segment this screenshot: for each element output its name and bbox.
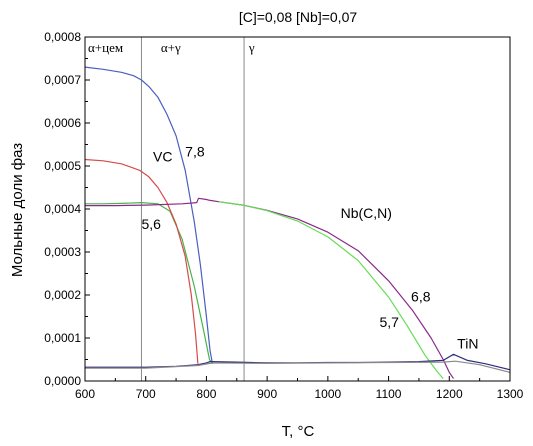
annotation-1: 7,8 <box>185 144 205 160</box>
y-tick-label-8: 0,0008 <box>44 30 81 44</box>
curve-annotations: VC 7,8 5,6 Nb(C,N) 6,8 5,7 TiN <box>141 144 478 352</box>
y-tick-label-1: 0,0001 <box>44 331 81 345</box>
plot-frame <box>84 36 511 382</box>
region-label-0: α+цем <box>88 40 123 55</box>
annotation-2: 5,6 <box>141 216 161 232</box>
x-axis-ticks: 600 700 800 900 1000 1100 1200 1300 <box>75 376 524 401</box>
x-tick-label-3: 900 <box>257 387 277 401</box>
chart-title: [C]=0,08 [Nb]=0,07 <box>239 9 358 25</box>
x-tick-label-1: 700 <box>136 387 156 401</box>
x-tick-label-7: 1300 <box>497 387 524 401</box>
annotation-5: 5,7 <box>379 314 399 330</box>
x-tick-label-4: 1000 <box>315 387 342 401</box>
y-axis-ticks: 0,0000 0,0001 0,0002 0,0003 0,0004 0,0005 0,00… <box>44 30 90 388</box>
annotation-6: TiN <box>457 336 478 352</box>
region-labels: α+цем α+γ γ <box>88 40 255 55</box>
x-tick-label-2: 800 <box>196 387 216 401</box>
y-tick-label-4: 0,0004 <box>44 202 81 216</box>
y-tick-label-7: 0,0007 <box>44 73 81 87</box>
x-tick-label-5: 1100 <box>376 387 402 401</box>
y-axis-label: Мольные доли фаз <box>9 143 26 277</box>
y-tick-label-2: 0,0002 <box>44 288 81 302</box>
y-tick-label-5: 0,0005 <box>44 159 81 173</box>
y-tick-label-3: 0,0003 <box>44 245 81 259</box>
region-label-2: γ <box>248 40 255 55</box>
series-line-6 <box>85 360 511 373</box>
x-tick-label-6: 1200 <box>436 387 463 401</box>
annotation-0: VC <box>153 149 172 165</box>
series-lines <box>84 66 511 379</box>
series-line-0 <box>84 66 214 364</box>
series-line-2 <box>84 158 199 364</box>
x-axis-label: T, °C <box>282 423 315 440</box>
series-line-3 <box>85 197 454 379</box>
y-tick-label-0: 0,0000 <box>44 374 81 388</box>
y-tick-label-6: 0,0006 <box>44 116 81 130</box>
annotation-4: 6,8 <box>411 288 431 304</box>
x-tick-label-0: 600 <box>75 387 95 401</box>
phase-boundary-lines <box>140 37 245 381</box>
series-line-4 <box>218 201 444 379</box>
annotation-3: Nb(C,N) <box>341 205 392 221</box>
region-label-1: α+γ <box>161 40 181 55</box>
